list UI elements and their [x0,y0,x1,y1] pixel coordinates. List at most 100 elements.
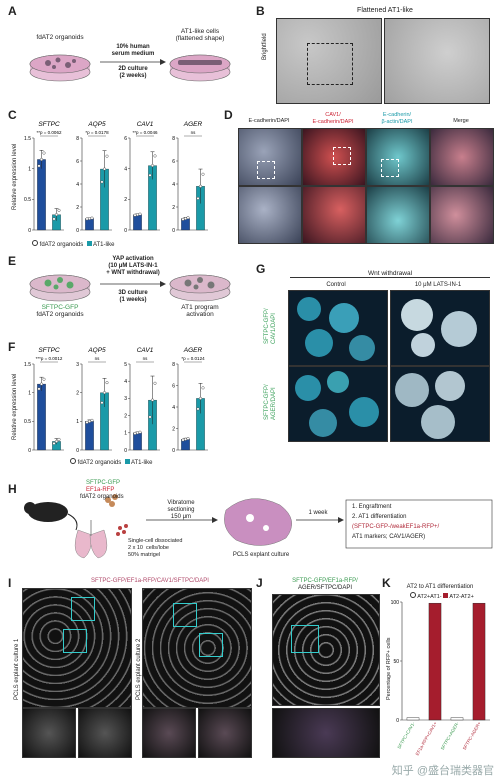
h-box-4: AT1 markers; CAV1/AGER) [352,534,426,540]
ytick-label-C-AGER-2: 4 [172,182,175,188]
k-legend-red: AT2-AT2+ [449,594,474,600]
panel-label-h: H [8,482,17,496]
d-header-4: Merge [453,118,469,124]
e-arrow-top: YAP activation (10 μM LATS-IN-1 + WNT wi… [106,256,160,276]
f-charts: SFTPC ***p = 0.0012 0 0.5 1 1.5 AQP5 ns 0 1 2 3 CAV1… [24,347,208,454]
dot-F-CAV1-1-2 [153,381,157,385]
dot-C-AQP5-1-2 [105,154,109,158]
k-bar-1 [428,602,442,721]
dot-C-AQP5-1-1 [102,167,106,171]
dot-C-AGER-1-1 [198,184,202,188]
c-legend: fdAT2 organoids AT1-like [32,240,115,249]
dot-F-AGER-1-0 [196,407,200,411]
h-org-1: SFTPC-GFP [86,480,120,486]
dot-F-CAV1-0-2 [138,430,142,434]
h-box-1: 1. Engraftment [352,504,392,510]
dot-F-CAV1-1-1 [150,398,154,402]
dot-F-AGER-1-1 [198,396,202,400]
ytick-label-C-SFTPC-0: 0 [28,228,31,234]
ytick-label-C-AQP5-1: 2 [76,205,79,211]
dot-C-AGER-0-2 [186,216,190,220]
b-title: Flattened AT1-like [357,7,413,14]
k-ytick-label-1: 50 [393,659,399,665]
mouse-icon [28,502,68,522]
ytick-label-C-CAV1-1: 2 [124,197,127,203]
e-left-label-1: SFTPC-GFP [41,304,79,311]
dot-C-CAV1-1-1 [150,164,154,168]
g-col-lats: 10 μM LATS-IN-1 [414,282,462,288]
ytick-label-F-CAV1-0: 0 [124,448,127,454]
a-left-label: fdAT2 organoids [36,34,84,41]
j-title-2: AGER/SFTPC/DAPI [297,585,352,591]
ytick-label-C-AGER-1: 2 [172,205,175,211]
chart-pvalue-F-AGER: *p = 0.0124 [181,356,205,361]
e-left-label-2: fdAT2 organoids [36,311,84,318]
d-img-ecad-1 [238,128,302,186]
dot-F-SFTPC-1-1 [55,439,59,443]
j-title-1: SFTPC-GFP/EF1a-RFP/ [292,578,358,584]
ytick-label-C-CAV1-3: 6 [124,136,127,142]
ytick-label-F-AQP5-0: 0 [76,448,79,454]
g-img-control-ager [288,366,388,442]
h-box-3: (SFTPC-GFP-/weakEF1a-RFP+/ [352,524,440,530]
a-right-label: AT1-like cells (flattened shape) [175,28,225,42]
dot-F-AGER-0-2 [186,436,190,440]
h-dissoc: Single-cell dissociated 2 x 10 cells/lob… [128,538,183,558]
ytick-label-F-AQP5-2: 2 [76,390,79,396]
dot-F-AQP5-1-0 [100,401,104,405]
d-img-merge-2 [430,186,494,244]
k-xtick-label-2: SFTPC+AGER- [440,721,460,751]
chart-pvalue-C-CAV1: **p = 0.0046 [133,130,158,135]
g-col-control: Control [326,282,346,288]
dot-C-AQP5-0-2 [90,216,94,220]
ytick-label-F-AGER-3: 6 [172,383,175,389]
dot-C-AQP5-1-0 [100,180,104,184]
i-zoom-1a [22,708,76,758]
k-bar-0 [406,717,420,721]
d-img-cav1-1 [302,128,366,186]
g-img-lats-ager [390,366,490,442]
dot-F-AQP5-1-2 [105,381,109,385]
ytick-label-F-AQP5-1: 1 [76,419,79,425]
i-zoom-1b [78,708,132,758]
ytick-label-C-SFTPC-3: 1.5 [24,136,31,142]
panel-label-f: F [8,340,16,354]
dot-C-SFTPC-1-1 [55,213,59,217]
h-week: 1 week [308,510,328,516]
dot-C-SFTPC-1-2 [57,208,61,212]
panel-label-i: I [8,576,12,590]
chart-title-F-AGER: AGER [183,347,203,354]
b-brightfield-zoom [384,18,490,104]
c-charts: SFTPC **p = 0.0062 0 0.5 1 1.5 AQP5 *p = 0.0178… [24,121,208,234]
panel-label-c: C [8,108,17,122]
i-img-2 [142,588,252,708]
h-org-2: EF1a-RFP [86,487,115,493]
j-zoom [272,708,380,758]
e-right-label: AT1 program activation [181,304,219,318]
dot-F-AGER-1-2 [201,386,205,390]
k-legend: AT2+AT1- AT2-AT2+ [410,592,474,601]
dot-C-SFTPC-1-0 [52,217,56,221]
watermark: 知乎 @盛台瑞类器官 [391,765,494,777]
chart-title-C-CAV1: CAV1 [137,121,154,128]
panel-label-g: G [256,262,266,276]
chart-pvalue-F-CAV1: ns [143,356,149,361]
chart-pvalue-F-AQP5: ns [95,356,101,361]
d-header-2: CAV1/ E-cadherin/DAPI [312,112,354,125]
dot-F-AQP5-0-1 [87,419,91,423]
panel-label-b: B [256,4,265,18]
dot-F-SFTPC-0-0 [37,387,41,391]
ytick-label-C-AQP5-3: 6 [76,159,79,165]
ytick-label-F-CAV1-3: 3 [124,396,127,402]
chart-title-F-AQP5: AQP5 [87,347,106,354]
dot-C-CAV1-1-0 [148,173,152,177]
ytick-label-F-CAV1-2: 2 [124,413,127,419]
ytick-label-C-AQP5-4: 8 [76,136,79,142]
a-arrow-bottom: 2D culture (2 weeks) [118,66,148,79]
e-arrow-bottom: 3D culture (1 weeks) [118,290,148,303]
chart-pvalue-C-AGER: ns [191,130,197,135]
ytick-label-F-AQP5-3: 3 [76,362,79,368]
ytick-label-F-AGER-0: 0 [172,448,175,454]
g-img-control-cav1 [288,290,388,366]
k-bar-3 [472,602,486,721]
